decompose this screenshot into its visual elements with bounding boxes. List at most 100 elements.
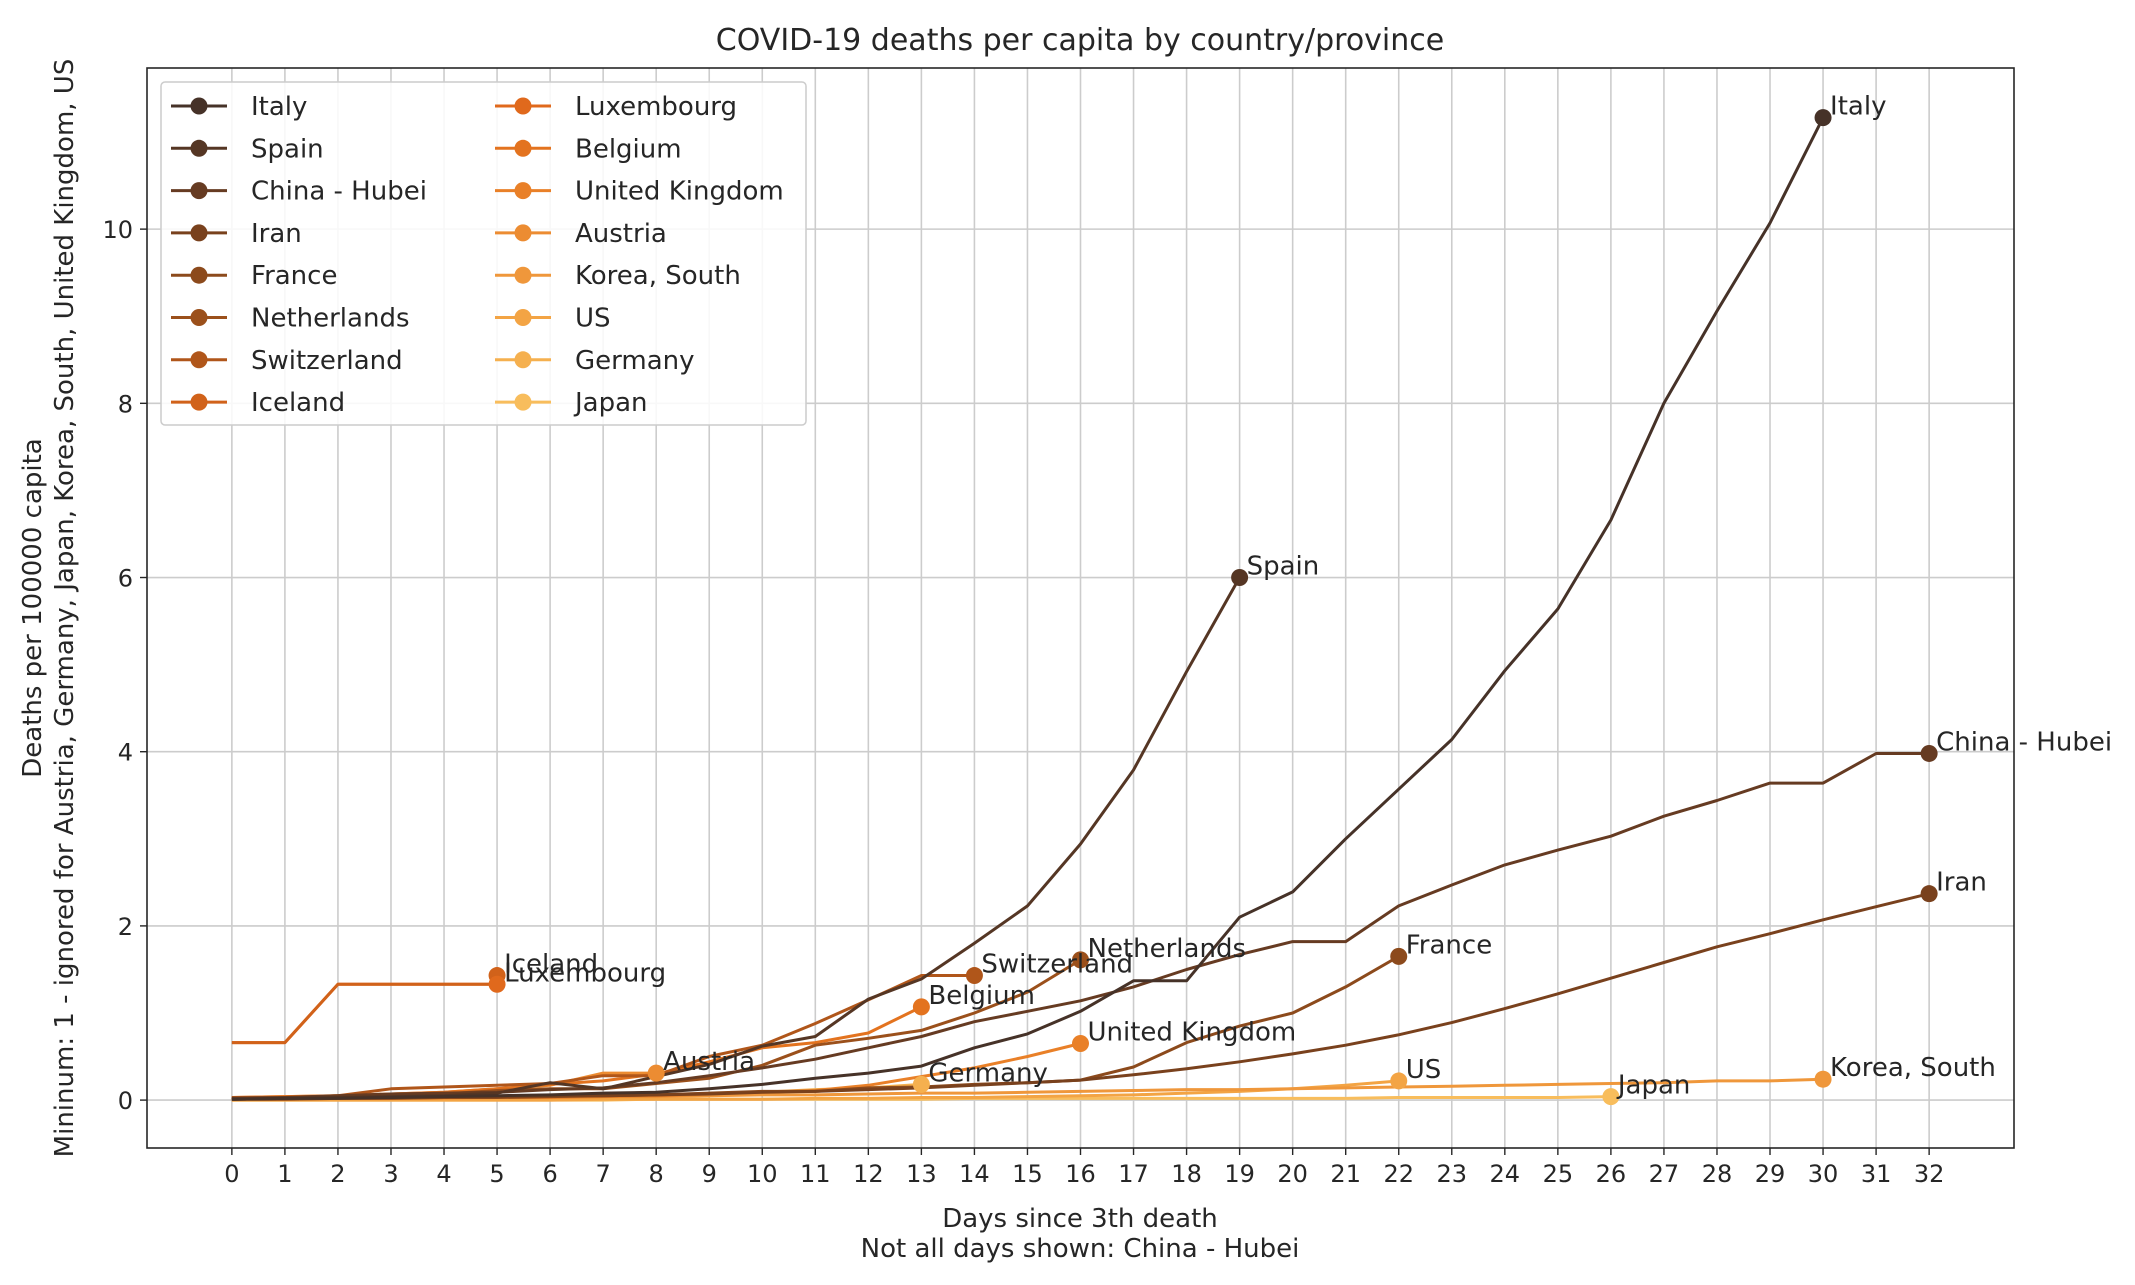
series-end-label: Iceland (504, 950, 598, 980)
legend-marker (514, 182, 532, 200)
x-tick-label: 17 (1118, 1160, 1149, 1188)
legend-label: China - Hubei (251, 177, 427, 207)
plot-frame (146, 67, 2015, 1149)
legend-label: Korea, South (575, 261, 741, 291)
legend-label: Iran (251, 219, 302, 249)
series-line (231, 982, 498, 1045)
series-end-marker (1920, 744, 1938, 762)
series-end-marker (1072, 951, 1089, 969)
x-tick-label: 9 (702, 1160, 717, 1188)
x-tick-label: 27 (1649, 1160, 1680, 1188)
series-end-label: Spain (1247, 552, 1320, 582)
legend-marker (190, 351, 208, 369)
series-end-label: Germany (928, 1058, 1048, 1088)
series-end-marker (1602, 1088, 1620, 1106)
y-axis-label: Deaths per 100000 capita (18, 438, 48, 778)
legend-marker (514, 97, 532, 115)
x-tick-label: 32 (1914, 1160, 1945, 1188)
x-tick-label: 14 (959, 1160, 990, 1188)
x-tick-label: 12 (853, 1160, 884, 1188)
legend-label: Germany (575, 346, 695, 376)
series-end-label: US (1406, 1055, 1442, 1085)
series-end-marker (1390, 1072, 1408, 1090)
x-tick-label: 8 (649, 1160, 664, 1188)
legend-label: Luxembourg (575, 92, 737, 122)
legend-marker (514, 393, 532, 411)
series-end-label: United Kingdom (1088, 1017, 1297, 1047)
series-end-marker (1072, 1034, 1089, 1052)
series-end-marker (1814, 1070, 1832, 1088)
x-tick-label: 16 (1065, 1160, 1096, 1188)
x-tick-label: 31 (1861, 1160, 1892, 1188)
legend-label: France (251, 261, 337, 291)
x-tick-label: 13 (906, 1160, 937, 1188)
legend-label: Japan (573, 388, 648, 418)
axis-ticks: 0 1 2 3 4 5 6 7 8 9 10 11 12 13 14 15 16 17 18 19 20 21 22 23 24… (102, 216, 1944, 1188)
series-end-label: Italy (1830, 92, 1886, 122)
series-end-marker (1920, 885, 1938, 903)
y-tick-label: 4 (118, 739, 133, 767)
y-tick-label: 2 (118, 913, 133, 941)
legend-box (160, 81, 807, 426)
legend-marker (514, 139, 532, 157)
x-tick-label: 4 (436, 1160, 451, 1188)
legend-marker (190, 182, 208, 200)
x-tick-label: 10 (747, 1160, 778, 1188)
legend-label: Spain (251, 134, 324, 164)
x-tick-label: 0 (224, 1160, 239, 1188)
series-end-label: France (1406, 930, 1492, 960)
legend-label: Italy (251, 92, 307, 122)
x-tick-label: 22 (1383, 1160, 1414, 1188)
legend-marker (190, 224, 208, 242)
x-tick-label: 18 (1171, 1160, 1202, 1188)
series-end-label: Korea, South (1830, 1053, 1996, 1083)
y-tick-label: 6 (118, 565, 133, 593)
series-end-marker (1814, 109, 1832, 127)
series-end-label: Japan (1616, 1071, 1691, 1101)
legend-marker (190, 393, 208, 411)
series-end-label: China - Hubei (1936, 727, 2112, 757)
series-line (231, 752, 1930, 1100)
x-axis-label: Days since 3th death (942, 1204, 1218, 1234)
x-tick-label: 21 (1330, 1160, 1361, 1188)
x-tick-label: 25 (1543, 1160, 1574, 1188)
x-tick-label: 11 (800, 1160, 831, 1188)
series-lines (231, 116, 1930, 1102)
series-end-label: Belgium (928, 981, 1035, 1011)
legend-label: Switzerland (251, 346, 403, 376)
legend-label: Austria (575, 219, 667, 249)
legend: Italy Spain China - Hubei Iran France Netherl… (160, 81, 807, 426)
legend-label: US (575, 304, 611, 334)
x-tick-label: 6 (542, 1160, 557, 1188)
legend-label: Iceland (251, 388, 345, 418)
x-tick-label: 15 (1012, 1160, 1043, 1188)
x-tick-label: 7 (596, 1160, 611, 1188)
x-tick-label: 23 (1437, 1160, 1468, 1188)
x-tick-label: 1 (277, 1160, 292, 1188)
x-tick-label: 24 (1490, 1160, 1521, 1188)
legend-marker (190, 139, 208, 157)
x-tick-label: 30 (1808, 1160, 1839, 1188)
legend-label: United Kingdom (575, 177, 784, 207)
series-end-marker (647, 1064, 665, 1082)
series-end-label: Netherlands (1088, 934, 1247, 964)
legend-marker (190, 266, 208, 284)
x-tick-label: 20 (1277, 1160, 1308, 1188)
legend-marker (190, 97, 208, 115)
series-end-marker (1390, 947, 1408, 965)
series-end-marker (488, 975, 506, 993)
series-line (231, 974, 975, 1099)
x-axis-note: Not all days shown: China - Hubei (861, 1234, 1300, 1264)
x-tick-label: 19 (1224, 1160, 1255, 1188)
x-tick-label: 3 (383, 1160, 398, 1188)
series-end-label: Luxembourg (504, 958, 666, 988)
y-tick-label: 0 (118, 1087, 133, 1115)
legend-marker (514, 351, 532, 369)
x-tick-label: 28 (1702, 1160, 1733, 1188)
series-end-marker (1231, 569, 1249, 587)
legend-label: Belgium (575, 134, 682, 164)
series-line (231, 1079, 1399, 1102)
x-tick-label: 5 (489, 1160, 504, 1188)
y-axis-note: Mininum: 1 - ignored for Austria, German… (50, 59, 80, 1158)
